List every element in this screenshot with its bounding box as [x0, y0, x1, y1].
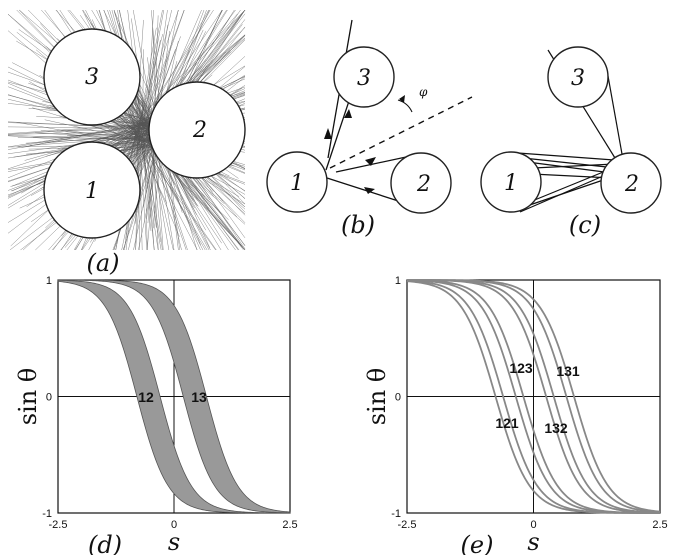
y-tick-label: 1 — [46, 275, 52, 287]
disk-1-label: 1 — [504, 171, 518, 196]
trajectory-ray — [137, 9, 214, 128]
disk-3-a — [43, 28, 141, 126]
y-tick-label: 0 — [46, 392, 52, 404]
chart-e: -2.5 0 2.5 1 0 -1 s sin θ 123 131 121 132 — [363, 275, 668, 555]
curve-label-12: 12 — [138, 389, 154, 405]
panel-b: φ 3 1 2 (b) — [266, 19, 473, 239]
dashed-reference-line — [329, 96, 473, 169]
trajectory-ray — [67, 130, 164, 144]
band-13 — [57, 279, 291, 514]
disk-2-c — [600, 152, 662, 214]
curve-label-13: 13 — [191, 389, 207, 405]
trajectory-ray — [7, 122, 141, 128]
trajectory-ray — [122, 138, 162, 251]
trajectory-ray — [7, 126, 160, 129]
disk-1-c — [480, 151, 542, 213]
disk-3-b — [333, 46, 395, 108]
trajectory-ray — [139, 135, 162, 251]
x-tick-label: 0 — [530, 519, 536, 531]
x-tick-label: 0 — [171, 519, 177, 531]
panel-a-label: (a) — [86, 249, 119, 277]
disk-2-b — [390, 152, 452, 214]
y-tick-label: 0 — [395, 392, 401, 404]
x-tick-label: 2.5 — [282, 519, 297, 531]
y-axis-label: sin θ — [363, 368, 391, 426]
panel-c: 3 1 2 (c) — [480, 46, 662, 239]
disk-1-b — [266, 151, 328, 213]
trajectory-ray — [7, 131, 144, 135]
trajectory-ray — [149, 141, 170, 251]
trajectory-ray — [61, 130, 140, 132]
x-axis-label: s — [527, 528, 539, 555]
y-tick-label: -1 — [391, 508, 401, 520]
disk-3-c — [547, 46, 609, 108]
trajectory-segment — [607, 75, 623, 155]
trajectory-ray — [7, 135, 140, 155]
trajectory-ray — [144, 136, 148, 251]
panel-a: 3 2 1 (a) — [7, 9, 246, 277]
trajectory-ray — [146, 60, 154, 135]
trajectory-ray — [44, 119, 159, 145]
curve-label-123: 123 — [509, 360, 533, 376]
y-tick-label: -1 — [42, 508, 52, 520]
trajectory-ray — [136, 139, 167, 204]
chart-d: -2.5 0 2.5 1 0 -1 s sin θ 12 13 — [14, 275, 298, 555]
disk-2-label: 2 — [624, 172, 639, 197]
y-axis-label: sin θ — [14, 368, 42, 426]
trajectory-ray — [138, 9, 246, 120]
disk-2-label: 2 — [192, 118, 207, 143]
trajectory-ray — [132, 9, 154, 121]
disk-1-label: 1 — [290, 171, 304, 196]
disk-2-label: 2 — [416, 172, 431, 197]
curve-label-131: 131 — [556, 363, 580, 379]
curve-label-132: 132 — [544, 420, 568, 436]
x-tick-label: 2.5 — [652, 519, 667, 531]
trajectory-segment — [517, 152, 615, 161]
panel-d-label: (d) — [88, 531, 122, 555]
trajectory-segment — [519, 169, 618, 213]
trajectory-ray — [146, 145, 155, 251]
disk-2-a — [148, 81, 246, 179]
disk-3-label: 3 — [357, 66, 371, 91]
x-tick-label: -2.5 — [49, 519, 68, 531]
disk-1-label: 1 — [85, 179, 99, 204]
curve-123-upper — [406, 279, 661, 514]
curve-132-upper — [406, 279, 661, 513]
disk-1-a — [43, 141, 141, 239]
x-axis-label: s — [168, 528, 180, 555]
trajectory-ray — [143, 9, 165, 120]
y-tick-label: 1 — [395, 275, 401, 287]
x-tick-label: -2.5 — [398, 519, 417, 531]
phi-symbol: φ — [419, 85, 428, 99]
trajectory-ray — [138, 27, 157, 131]
panel-c-label: (c) — [569, 211, 601, 239]
panel-e-label: (e) — [461, 531, 494, 555]
panel-b-label: (b) — [341, 211, 375, 239]
disk-3-label: 3 — [85, 65, 99, 90]
curve-label-121: 121 — [495, 415, 519, 431]
disk-3-label: 3 — [571, 66, 585, 91]
trajectory-ray — [29, 137, 138, 146]
trajectory-ray — [7, 123, 151, 134]
